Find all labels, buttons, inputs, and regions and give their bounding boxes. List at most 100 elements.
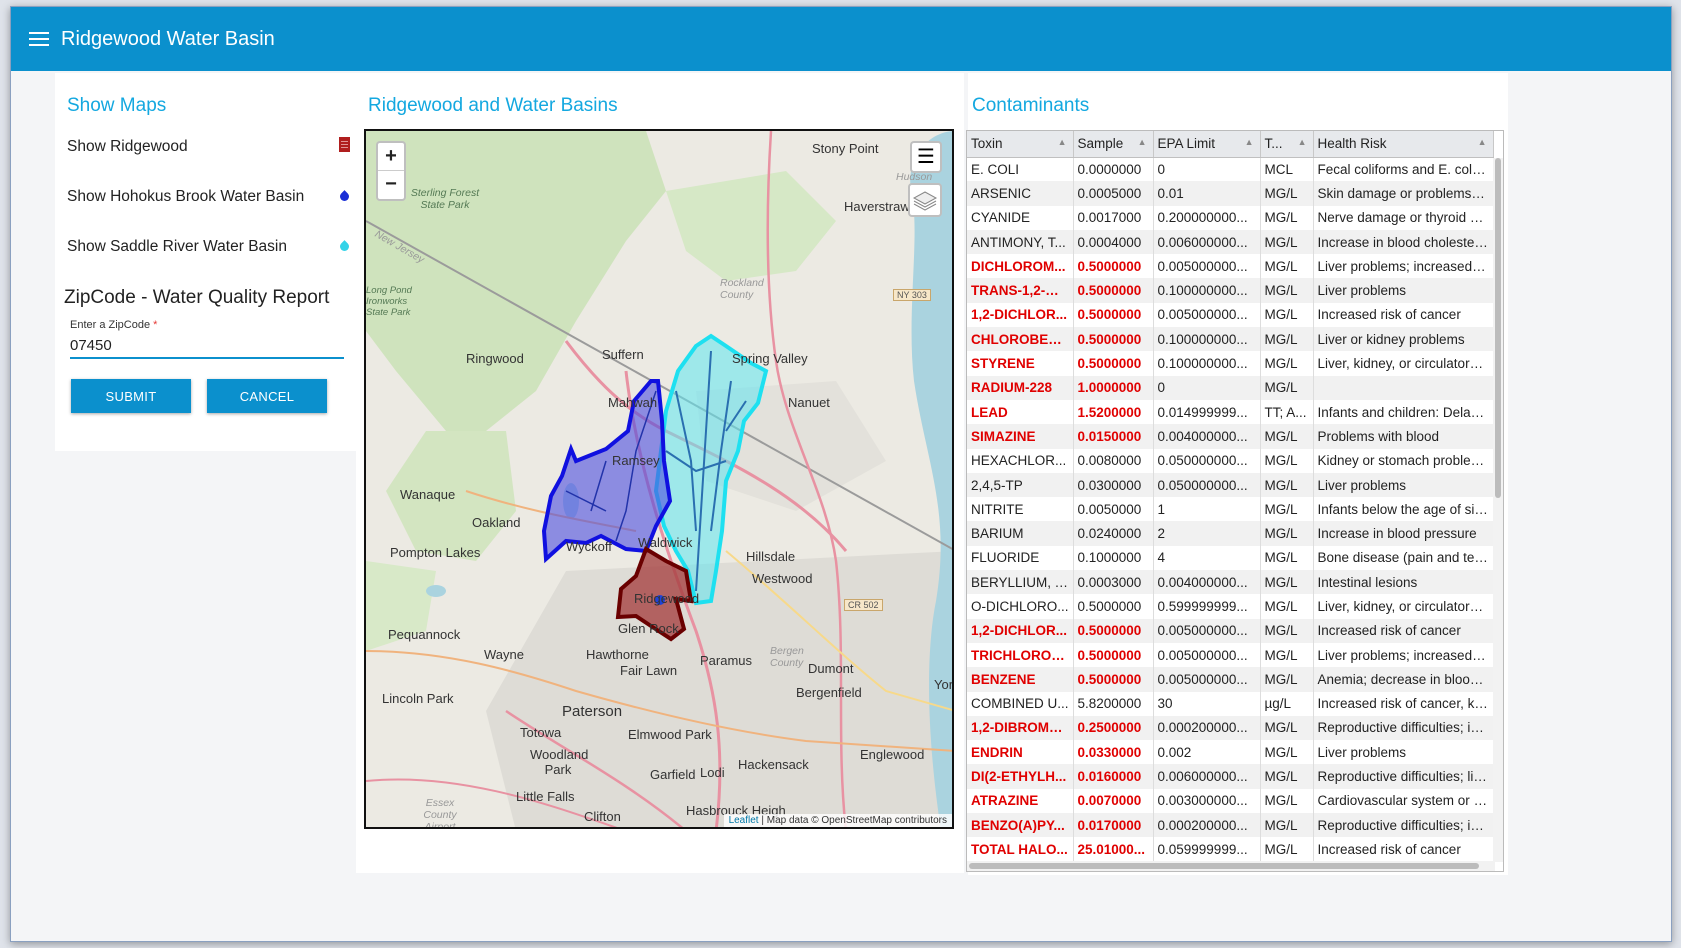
table-row[interactable]: O-DICHLORO... 0.5000000 0.599999999... MG/L… <box>967 594 1494 619</box>
table-cell-sample: 0.0003000 <box>1073 570 1154 595</box>
table-row[interactable]: BARIUM 0.0240000 2 MG/L Increase in blood pr… <box>967 521 1494 546</box>
table-cell-limit: 0.005000000... <box>1153 667 1261 692</box>
table-row[interactable]: TOTAL HALO... 25.01000... 0.059999999... MG… <box>967 837 1494 862</box>
table-cell-limit: 0.002 <box>1153 740 1261 765</box>
horizontal-scrollbar[interactable] <box>967 861 1495 871</box>
table-row[interactable]: CYANIDE 0.0017000 0.200000000... MG/L Nerve … <box>967 205 1494 230</box>
show-saddle-river-label: Show Saddle River Water Basin <box>67 238 287 255</box>
table-cell-toxin: LEAD <box>967 399 1074 425</box>
table-cell-toxin: TOTAL HALO... <box>967 837 1074 862</box>
table-row[interactable]: DI(2-ETHYLH... 0.0160000 0.006000000... MG/… <box>967 764 1494 789</box>
table-row[interactable]: SIMAZINE 0.0150000 0.004000000... MG/L Probl… <box>967 424 1494 449</box>
table-row[interactable]: CHLOROBEN... 0.5000000 0.100000000... MG/L L… <box>967 327 1494 352</box>
map-title: Ridgewood and Water Basins <box>368 95 618 116</box>
table-row[interactable]: DICHLOROM... 0.5000000 0.005000000... MG/L L… <box>967 254 1494 279</box>
table-row[interactable]: 1,2-DICHLOR... 0.5000000 0.005000000... MG/… <box>967 618 1494 643</box>
show-hohokus-toggle[interactable]: Show Hohokus Brook Water Basin <box>67 179 351 215</box>
map-label-rockland: Rockland County <box>720 277 764 301</box>
table-row[interactable]: ATRAZINE 0.0070000 0.003000000... MG/L Cardi… <box>967 788 1494 814</box>
table-cell-unit: TT; A... <box>1260 399 1314 425</box>
table-cell-sample: 1.0000000 <box>1073 375 1154 400</box>
show-ridgewood-toggle[interactable]: Show Ridgewood <box>67 129 351 165</box>
table-cell-toxin: FLUORIDE <box>967 545 1074 571</box>
table-row[interactable]: E. COLI 0.0000000 0 MCL Fecal coliforms and … <box>967 157 1494 182</box>
app-window: Ridgewood Water Basin Show Maps Show Rid… <box>10 6 1672 942</box>
table-cell-unit: MG/L <box>1260 764 1314 789</box>
table-cell-limit: 0.059999999... <box>1153 837 1261 862</box>
table-cell-risk: Nerve damage or thyroid pr... <box>1313 205 1494 230</box>
sort-icon: ▲ <box>1137 137 1147 147</box>
map-label-hackensack: Hackensack <box>738 757 809 772</box>
table-cell-toxin: ANTIMONY, T... <box>967 229 1074 255</box>
map-shield-cr502: CR 502 <box>844 599 883 611</box>
table-row[interactable]: 1,2-DICHLOR... 0.5000000 0.005000000... MG/… <box>967 302 1494 328</box>
vertical-scrollbar[interactable] <box>1493 158 1503 862</box>
column-header-epa-limit[interactable]: EPA Limit ▲ <box>1153 131 1261 158</box>
table-row[interactable]: TRANS-1,2-DI... 0.5000000 0.100000000... MG… <box>967 278 1494 303</box>
map-menu-icon[interactable]: ☰ <box>910 141 942 173</box>
column-header-unit[interactable]: T... ▲ <box>1260 131 1314 158</box>
table-row[interactable]: NITRITE 0.0050000 1 MG/L Infants below the a… <box>967 497 1494 522</box>
table-cell-limit: 0.004000000... <box>1153 424 1261 449</box>
table-cell-risk: Liver problems <box>1313 472 1494 498</box>
zip-field-label: Enter a ZipCode * <box>70 319 158 331</box>
table-cell-risk: Reproductive difficulties; inc... <box>1313 715 1494 741</box>
cancel-button[interactable]: CANCEL <box>207 379 327 413</box>
table-row[interactable]: ANTIMONY, T... 0.0004000 0.006000000... MG/… <box>967 229 1494 255</box>
leaflet-map[interactable]: Stony Point Haverstraw Hudson Sterling F… <box>364 129 954 829</box>
table-cell-sample: 0.1000000 <box>1073 545 1154 571</box>
zoom-in-button[interactable]: + <box>378 143 404 171</box>
table-cell-limit: 2 <box>1153 521 1261 546</box>
table-cell-limit: 0.003000000... <box>1153 788 1261 814</box>
table-row[interactable]: STYRENE 0.5000000 0.100000000... MG/L Liver,… <box>967 351 1494 376</box>
table-cell-risk <box>1313 375 1494 400</box>
table-cell-risk: Infants below the age of six ... <box>1313 497 1494 522</box>
table-row[interactable]: BERYLLIUM, T... 0.0003000 0.004000000... MG… <box>967 570 1494 595</box>
hamburger-menu-icon[interactable] <box>29 32 49 46</box>
table-row[interactable]: TRICHLOROE... 0.5000000 0.005000000... MG/L… <box>967 642 1494 668</box>
table-cell-unit: MG/L <box>1260 667 1314 692</box>
table-row[interactable]: ARSENIC 0.0005000 0.01 MG/L Skin damage or p… <box>967 181 1494 206</box>
table-cell-sample: 0.5000000 <box>1073 642 1154 668</box>
table-cell-limit: 4 <box>1153 545 1261 571</box>
table-row[interactable]: LEAD 1.5200000 0.014999999... TT; A... Infan… <box>967 399 1494 425</box>
show-saddle-river-toggle[interactable]: Show Saddle River Water Basin <box>67 229 351 265</box>
table-cell-unit: MG/L <box>1260 254 1314 279</box>
table-row[interactable]: HEXACHLOR... 0.0080000 0.050000000... MG/L K… <box>967 448 1494 473</box>
table-cell-limit: 0.000200000... <box>1153 813 1261 838</box>
table-cell-limit: 0.006000000... <box>1153 229 1261 255</box>
table-cell-unit: MG/L <box>1260 788 1314 814</box>
table-row[interactable]: COMBINED U... 5.8200000 30 µg/L Increased ri… <box>967 691 1494 716</box>
table-cell-sample: 0.5000000 <box>1073 667 1154 692</box>
table-cell-limit: 0.005000000... <box>1153 254 1261 279</box>
column-header-sample[interactable]: Sample ▲ <box>1073 131 1154 158</box>
table-cell-unit: MG/L <box>1260 715 1314 741</box>
table-row[interactable]: 1,2-DIBROMO... 0.2500000 0.000200000... MG/… <box>967 715 1494 741</box>
zipcode-input[interactable] <box>70 333 344 359</box>
map-label-fair-lawn: Fair Lawn <box>620 663 678 678</box>
table-cell-limit: 0.100000000... <box>1153 351 1261 376</box>
submit-button[interactable]: SUBMIT <box>71 379 191 413</box>
table-cell-sample: 0.0000000 <box>1073 157 1154 182</box>
table-cell-limit: 1 <box>1153 497 1261 522</box>
layers-icon[interactable] <box>908 183 942 217</box>
table-row[interactable]: RADIUM-228 1.0000000 0 MG/L <box>967 375 1494 400</box>
table-cell-unit: MG/L <box>1260 472 1314 498</box>
table-row[interactable]: FLUORIDE 0.1000000 4 MG/L Bone disease (pain… <box>967 545 1494 571</box>
column-header-health-risk[interactable]: Health Risk ▲ <box>1313 131 1494 158</box>
table-row[interactable]: ENDRIN 0.0330000 0.002 MG/L Liver problems <box>967 740 1494 765</box>
table-row[interactable]: 2,4,5-TP 0.0300000 0.050000000... MG/L Liver… <box>967 472 1494 498</box>
map-label-lodi: Lodi <box>700 765 725 780</box>
leaflet-link[interactable]: Leaflet <box>728 815 759 826</box>
column-header-toxin[interactable]: Toxin ▲ <box>967 131 1074 158</box>
zoom-out-button[interactable]: − <box>385 173 397 195</box>
table-cell-risk: Reproductive difficulties; liv... <box>1313 764 1494 789</box>
table-cell-sample: 0.0005000 <box>1073 181 1154 206</box>
table-cell-sample: 25.01000... <box>1073 837 1154 862</box>
table-row[interactable]: BENZENE 0.5000000 0.005000000... MG/L Anemia… <box>967 667 1494 692</box>
table-row[interactable]: BENZO(A)PY... 0.0170000 0.000200000... MG/L… <box>967 813 1494 838</box>
table-cell-sample: 0.0170000 <box>1073 813 1154 838</box>
table-cell-toxin: BENZO(A)PY... <box>967 813 1074 838</box>
app-title: Ridgewood Water Basin <box>61 27 275 50</box>
map-label-yonkers: Yor <box>934 677 954 692</box>
